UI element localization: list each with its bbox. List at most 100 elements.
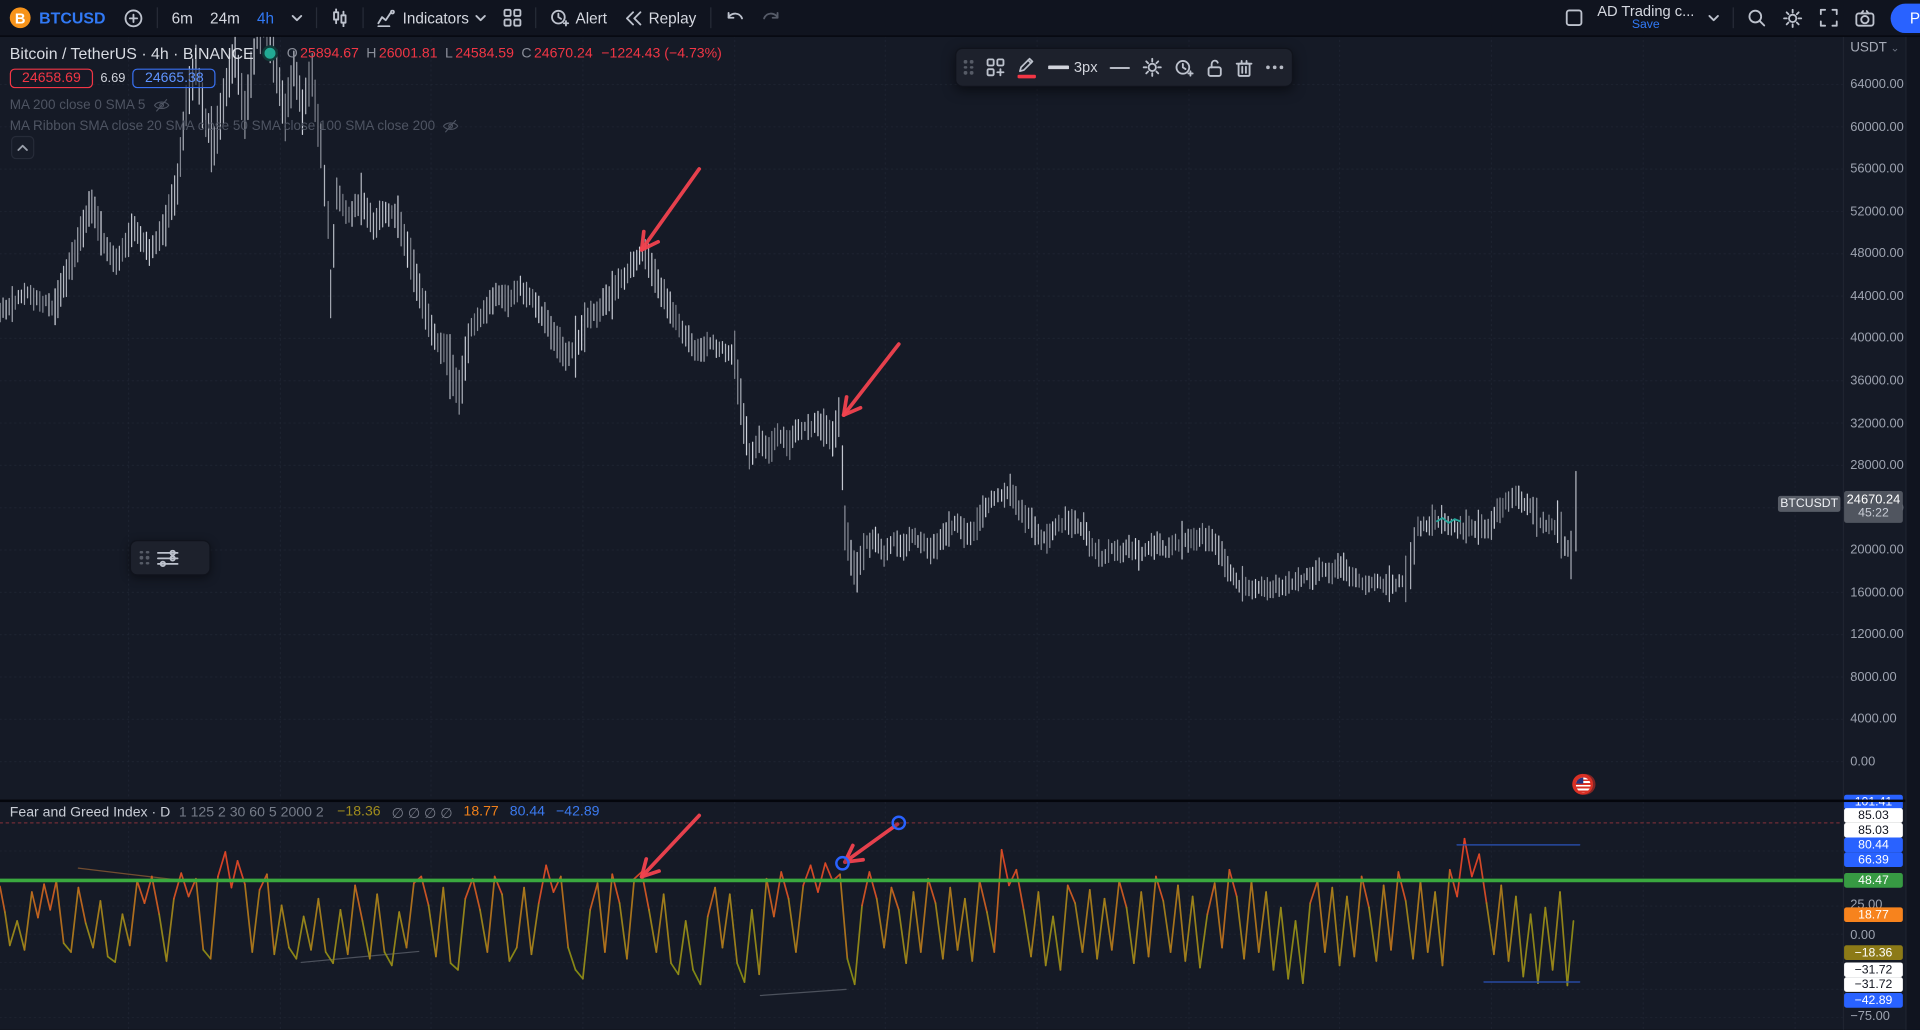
publish-button[interactable]: Pub — [1890, 3, 1920, 33]
candlesticks — [0, 35, 1577, 603]
snapshot-button[interactable] — [1846, 0, 1883, 36]
add-alert-on-drawing-button[interactable] — [1175, 58, 1195, 76]
settings-button[interactable] — [1774, 0, 1811, 36]
change-value: −1224.43 (−4.73%) — [601, 45, 722, 61]
indicator-legend-ma-ribbon[interactable]: MA Ribbon SMA close 20 SMA close 50 SMA … — [9, 118, 460, 134]
oscillator-value-badge: −18.36 — [1844, 945, 1903, 960]
unlock-icon — [1208, 59, 1223, 77]
more-options-button[interactable] — [1265, 65, 1285, 70]
oscillator-value-badge: 85.03 — [1844, 808, 1903, 823]
drawing-color-button[interactable] — [1017, 57, 1036, 78]
price-tick-label: 32000.00 — [1850, 415, 1904, 431]
right-sidebar-strip[interactable] — [1905, 35, 1920, 1030]
high-label: H — [366, 45, 377, 61]
panel-square-icon — [1566, 9, 1583, 27]
minimized-object-tree-widget[interactable] — [129, 539, 211, 576]
undo-arrow-icon — [727, 11, 743, 19]
oscillator-value-badge: −31.72 — [1844, 977, 1903, 992]
undo-button[interactable] — [716, 0, 753, 36]
annotation-arrow — [639, 813, 702, 879]
oscillator-value-badge: 80.44 — [1844, 837, 1903, 853]
interval-button-6m[interactable]: 6m — [171, 9, 193, 27]
compare-add-button[interactable] — [115, 0, 152, 36]
oscillator-tick-label: −75.00 — [1850, 1008, 1890, 1024]
sell-button[interactable]: 24658.69 — [9, 68, 94, 89]
selected-color-swatch — [1017, 74, 1036, 78]
delete-drawing-button[interactable] — [1236, 58, 1253, 77]
indicator-legend-ma[interactable]: MA 200 close 0 SMA 5 — [10, 98, 170, 113]
interval-button-24m[interactable]: 24m — [210, 9, 240, 27]
chart-style-button[interactable] — [322, 0, 358, 36]
pane-separator[interactable] — [0, 799, 1906, 803]
indicator-label: MA Ribbon SMA close 20 SMA close 50 SMA … — [9, 118, 436, 134]
oscillator-value-badge: 18.77 — [1844, 907, 1903, 923]
search-button[interactable] — [1738, 0, 1774, 36]
toolbar-drag-handle[interactable] — [963, 60, 974, 75]
indicator-label: MA 200 close 0 SMA 5 — [9, 97, 146, 113]
layout-panel-button[interactable] — [1557, 0, 1593, 36]
oscillator-value-badge: −31.72 — [1844, 962, 1903, 978]
save-label[interactable]: Save — [1631, 17, 1660, 32]
fear-greed-line — [0, 837, 1575, 987]
toolbar-right: AD Trading c... Save Pub — [1557, 0, 1920, 36]
widget-drag-handle[interactable] — [139, 550, 150, 565]
alarm-plus-icon — [1176, 59, 1195, 76]
drawing-anchor-point[interactable] — [891, 815, 907, 831]
line-width-icon — [1048, 65, 1069, 70]
layout-name-button[interactable]: AD Trading c... Save — [1592, 3, 1699, 32]
interval-button-4h-active[interactable]: 4h — [256, 9, 275, 27]
line-width-button[interactable]: 3px — [1048, 58, 1098, 76]
drawing-template-button[interactable] — [986, 58, 1006, 78]
price-tick-label: 4000.00 — [1850, 711, 1897, 727]
pencil-icon — [1019, 57, 1034, 72]
indicator-value: ∅ ∅ ∅ ∅ — [391, 806, 453, 822]
replay-button[interactable]: Replay — [616, 0, 705, 36]
spread-value: 6.69 — [100, 71, 126, 86]
ellipsis-icon — [1266, 65, 1284, 70]
symbol-button[interactable]: BTCUSD — [39, 8, 106, 27]
layout-templates-button[interactable] — [495, 0, 531, 36]
alarm-clock-icon — [551, 9, 570, 27]
main-chart-svg[interactable] — [0, 35, 1843, 800]
line-style-button[interactable] — [1110, 66, 1131, 70]
oscillator-params: 1 125 2 30 60 5 2000 2 — [178, 805, 324, 821]
line-width-value: 3px — [1073, 58, 1098, 76]
alert-button[interactable]: Alert — [541, 0, 615, 36]
oscillator-value-badge: 48.47 — [1844, 873, 1903, 888]
us-flag-event-icon[interactable] — [1572, 773, 1594, 795]
bid-ask-row: 24658.69 6.69 24665.38 — [9, 68, 216, 89]
interval-menu-button[interactable] — [283, 0, 311, 36]
oscillator-pane-svg[interactable] — [0, 802, 1843, 1030]
drawing-anchor-point[interactable] — [835, 855, 850, 871]
oscillator-value-badge: −42.89 — [1844, 993, 1903, 1008]
data-feed-status-icon[interactable] — [262, 45, 279, 62]
axis-currency-label[interactable]: USDT ⌄ — [1850, 40, 1900, 56]
symbol-title[interactable]: Bitcoin / TetherUS · 4h · BINANCE — [9, 44, 254, 63]
fullscreen-button[interactable] — [1811, 0, 1847, 36]
layout-menu-button[interactable] — [1699, 0, 1727, 36]
high-value: 26001.81 — [378, 45, 438, 61]
indicator-value: −18.36 — [337, 804, 381, 820]
redo-arrow-icon — [762, 11, 778, 19]
drawing-toolbar: 3px — [955, 47, 1294, 87]
eye-hidden-icon[interactable] — [442, 119, 459, 134]
bar-countdown: 45:22 — [1858, 506, 1889, 521]
buy-button[interactable]: 24665.38 — [132, 68, 216, 89]
redo-button[interactable] — [753, 0, 790, 36]
toolbar-divider — [362, 7, 364, 29]
camera-icon — [1855, 9, 1875, 27]
indicators-button[interactable]: Indicators — [368, 0, 494, 36]
annotation-arrow — [841, 342, 901, 417]
price-tick-label: 20000.00 — [1850, 542, 1904, 558]
chevron-down-icon: ⌄ — [1890, 41, 1900, 54]
price-tick-label: 56000.00 — [1850, 161, 1904, 177]
eye-hidden-icon[interactable] — [153, 98, 170, 113]
price-tick-label: 60000.00 — [1850, 119, 1904, 135]
oscillator-title[interactable]: Fear and Greed Index · D — [9, 805, 171, 821]
lock-drawing-button[interactable] — [1207, 58, 1224, 77]
sliders-icon — [157, 549, 179, 567]
legend-collapse-button[interactable] — [11, 135, 35, 160]
drawing-settings-button[interactable] — [1143, 57, 1163, 78]
toolbar-divider — [709, 7, 711, 29]
